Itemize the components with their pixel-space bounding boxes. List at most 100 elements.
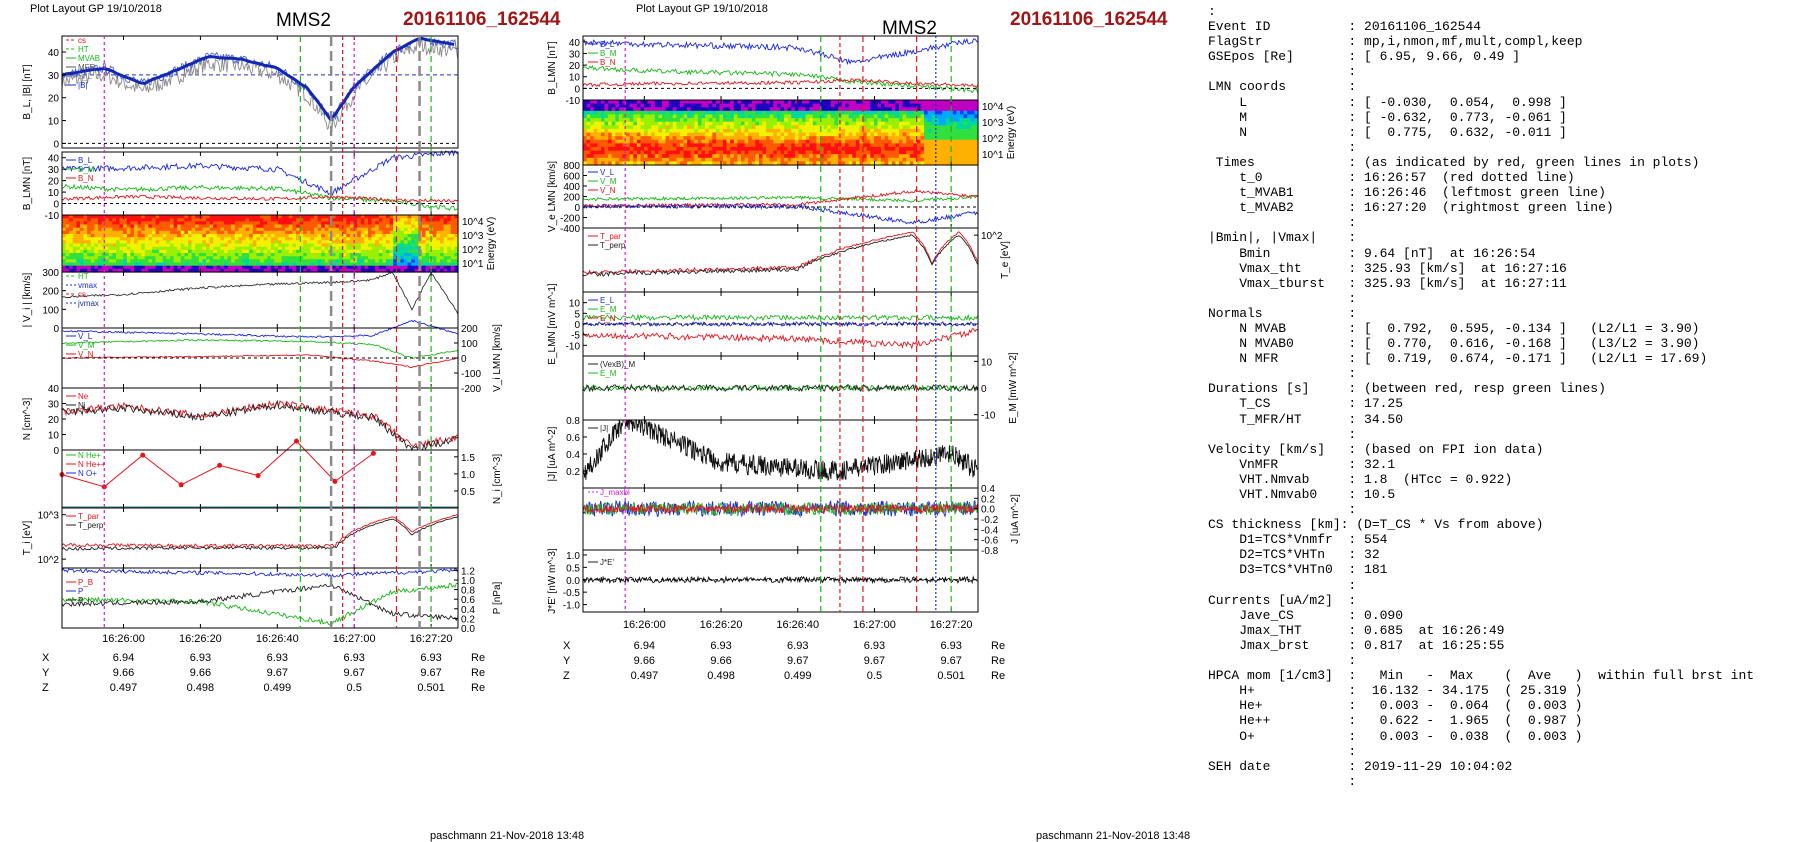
spectro-cell: [712, 114, 717, 119]
panel-b-lmn-right: [582, 37, 979, 94]
spectro-cell: [636, 100, 642, 105]
spectro-cell: [152, 230, 157, 235]
spectro-cell: [970, 132, 975, 137]
spectro-cell: [798, 100, 803, 105]
spectro-cell: [270, 237, 275, 241]
spectro-cell: [425, 218, 430, 222]
spectro-cell: [425, 215, 430, 219]
spectro-cell: [184, 230, 189, 235]
spectro-cell: [123, 256, 128, 260]
series-ve-n: [582, 202, 978, 225]
spectro-cell: [90, 246, 95, 251]
spectro-cell: [281, 253, 286, 257]
spectro-cell: [209, 262, 214, 267]
spectro-cell: [845, 118, 850, 123]
spectro-cell: [65, 227, 70, 232]
y-tick-label: 200: [563, 193, 580, 204]
ephem-unit: Re: [991, 670, 1005, 682]
spectro-cell: [855, 157, 861, 162]
spectro-cell: [931, 128, 936, 134]
spectro-cell: [848, 110, 853, 115]
spectro-cell: [902, 157, 907, 162]
spectro-cell: [234, 237, 239, 241]
spectro-cell: [715, 139, 721, 144]
spectro-cell: [76, 259, 81, 264]
spectro-cell: [342, 249, 347, 254]
spectro-cell: [636, 146, 642, 152]
spectro-cell: [324, 246, 329, 251]
spectro-cell: [942, 146, 947, 152]
spectro-cell: [615, 100, 620, 105]
y-tick-label: 0.0: [566, 576, 580, 587]
right-footer: paschmann 21-Nov-2018 13:48: [1036, 830, 1191, 842]
spectro-cell: [188, 224, 193, 229]
spectro-cell: [626, 100, 631, 105]
spectro-cell: [848, 157, 853, 162]
spectro-cell: [108, 265, 113, 270]
spectro-cell: [816, 100, 821, 105]
legend-entry: P: [78, 587, 83, 596]
spectro-cell: [87, 268, 92, 273]
legend-entry: vmax: [78, 281, 97, 290]
spectro-cell: [447, 227, 452, 232]
spectro-cell: [604, 154, 609, 159]
spectro-cell: [396, 227, 401, 232]
spectro-cell: [701, 125, 706, 130]
spectro-cell: [245, 240, 250, 245]
spectro-cell: [694, 100, 699, 105]
spectro-cell: [834, 161, 839, 166]
spectro-cell: [422, 221, 427, 226]
spectro-cell: [967, 136, 972, 141]
spectro-cell: [751, 154, 756, 159]
spectro-cell: [378, 237, 383, 241]
spectro-cell: [98, 234, 103, 238]
spectro-cell: [166, 230, 171, 235]
spectro-cell: [267, 253, 272, 257]
spectro-cell: [206, 221, 211, 226]
spectro-cell: [263, 256, 268, 260]
spectro-cell: [651, 110, 656, 115]
spectro-cell: [119, 256, 124, 260]
spectro-cell: [116, 253, 121, 257]
spectro-cell: [766, 118, 771, 123]
spectro-cell: [633, 139, 638, 144]
spectro-cell: [712, 150, 717, 155]
spectro-cell: [683, 110, 688, 115]
spectro-cell: [662, 132, 667, 137]
spectro-cell: [364, 243, 369, 248]
spectro-cell: [414, 265, 419, 270]
spectro-cell: [766, 114, 771, 119]
spectro-cell: [816, 146, 821, 152]
spectro-cell: [198, 218, 203, 222]
spectro-cell: [934, 121, 940, 126]
spectro-cell: [963, 157, 968, 162]
spectro-cell: [364, 227, 369, 232]
spectro-cell: [640, 139, 645, 144]
spectro-cell: [386, 227, 391, 232]
spectro-cell: [227, 265, 232, 270]
spectro-cell: [116, 240, 121, 245]
spectro-cell: [278, 221, 283, 226]
spectro-cell: [98, 218, 103, 222]
spectro-cell: [184, 246, 189, 251]
spectro-cell: [220, 265, 225, 270]
spectro-cell: [909, 157, 914, 162]
spectro-cell: [751, 157, 756, 162]
spectro-cell: [873, 107, 879, 112]
spectro-cell: [697, 136, 703, 141]
spectro-cell: [956, 146, 961, 152]
spectro-cell: [855, 139, 861, 144]
spectro-cell: [798, 143, 803, 148]
spectro-cell: [162, 246, 167, 251]
spectro-cell: [447, 224, 452, 229]
legend-entry: B_N: [600, 58, 616, 67]
spectro-cell: [927, 150, 932, 155]
y-tick-label: 5: [574, 309, 580, 320]
spectro-cell: [970, 139, 975, 144]
spectro-cell: [633, 157, 638, 162]
spectro-cell: [931, 118, 936, 123]
spectro-cell: [267, 224, 272, 229]
spectro-cell: [242, 227, 247, 232]
spectro-cell: [805, 110, 810, 115]
spectro-cell: [676, 121, 681, 126]
